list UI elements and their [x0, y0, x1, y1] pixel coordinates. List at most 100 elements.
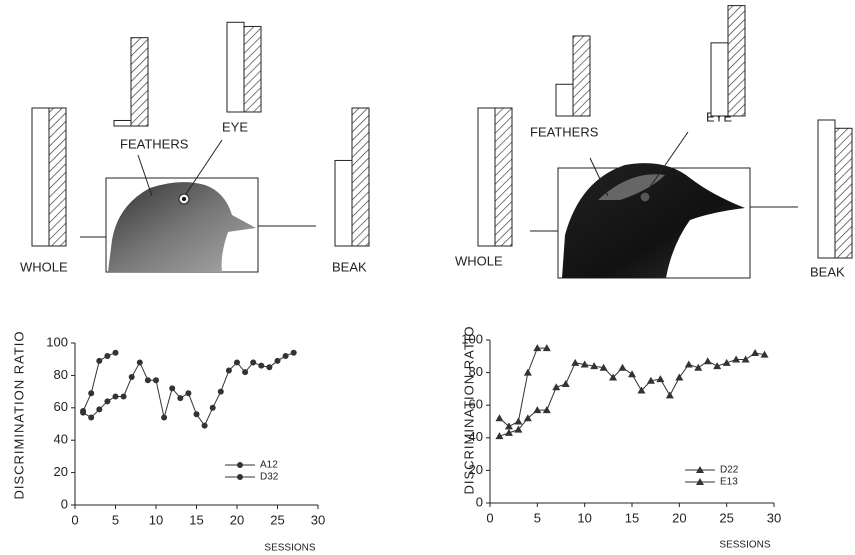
point — [599, 363, 608, 371]
point — [665, 391, 674, 399]
bar — [243, 25, 262, 113]
legend-marker — [237, 462, 243, 468]
bar — [727, 5, 746, 117]
point — [96, 406, 103, 413]
bar — [351, 107, 370, 247]
legend-marker — [237, 474, 243, 480]
point — [128, 374, 135, 381]
x-tick-label: 30 — [311, 512, 325, 527]
bar — [113, 119, 132, 127]
bar — [334, 159, 353, 247]
bar — [834, 127, 853, 259]
bar — [710, 42, 729, 117]
series-line — [499, 347, 547, 427]
bar — [572, 35, 591, 117]
point — [618, 363, 627, 371]
point — [580, 360, 589, 368]
point — [96, 357, 103, 364]
y-tick-label: 0 — [476, 494, 483, 509]
x-tick-label: 15 — [625, 510, 639, 525]
point — [523, 368, 532, 376]
bar-label: WHOLE — [455, 253, 503, 268]
point — [250, 359, 257, 366]
point — [80, 409, 87, 416]
point — [514, 417, 523, 425]
legend-label: D32 — [260, 472, 279, 483]
point — [169, 385, 176, 392]
point — [274, 357, 281, 364]
bar — [494, 107, 513, 247]
point — [703, 357, 712, 365]
point — [136, 359, 143, 366]
y-tick-label: 60 — [469, 397, 483, 412]
x-tick-label: 10 — [149, 512, 163, 527]
y-tick-label: 80 — [54, 367, 68, 382]
x-axis-label: SESSIONS — [264, 543, 315, 554]
bar — [48, 107, 67, 247]
point — [609, 373, 618, 381]
point — [104, 352, 111, 359]
point — [161, 414, 168, 421]
point — [656, 375, 665, 383]
x-tick-label: 5 — [534, 510, 541, 525]
bar — [817, 119, 836, 259]
point — [120, 393, 127, 400]
point — [282, 352, 289, 359]
point — [104, 398, 111, 405]
y-axis-label: DISCRIMINATION RATIO — [11, 330, 26, 499]
bar-label: FEATHERS — [530, 124, 599, 139]
point — [637, 386, 646, 394]
legend-label: D22 — [720, 465, 739, 476]
point — [495, 432, 504, 440]
point — [209, 404, 216, 411]
point — [751, 349, 760, 357]
point — [694, 363, 703, 371]
point — [144, 377, 151, 384]
point — [571, 358, 580, 366]
bird-photo — [530, 131, 798, 279]
x-tick-label: 15 — [189, 512, 203, 527]
x-tick-label: 20 — [230, 512, 244, 527]
x-tick-label: 0 — [71, 512, 78, 527]
legend-marker — [696, 466, 704, 473]
bar-label: EYE — [222, 119, 248, 134]
point — [217, 388, 224, 395]
point — [523, 414, 532, 422]
point — [266, 364, 273, 371]
point — [504, 428, 513, 436]
point — [533, 406, 542, 414]
point — [177, 395, 184, 402]
legend-label: A12 — [260, 460, 278, 471]
point — [112, 393, 119, 400]
bar — [477, 107, 496, 247]
point — [193, 411, 200, 418]
point — [561, 380, 570, 388]
x-tick-label: 20 — [672, 510, 686, 525]
y-tick-label: 80 — [469, 364, 483, 379]
point — [646, 376, 655, 384]
point — [88, 390, 95, 397]
y-tick-label: 40 — [54, 432, 68, 447]
x-tick-label: 10 — [577, 510, 591, 525]
point — [542, 344, 551, 352]
point — [722, 358, 731, 366]
y-tick-label: 20 — [54, 464, 68, 479]
point — [713, 362, 722, 370]
bar — [130, 37, 149, 127]
x-tick-label: 30 — [767, 510, 781, 525]
point — [628, 370, 636, 378]
bar — [31, 107, 50, 247]
legend-label: E13 — [720, 477, 738, 488]
point — [760, 350, 769, 358]
bar-label: FEATHERS — [120, 136, 189, 151]
x-tick-label: 0 — [486, 510, 493, 525]
x-tick-label: 25 — [270, 512, 284, 527]
point — [185, 390, 192, 397]
point — [153, 377, 159, 384]
bar-label: BEAK — [332, 259, 367, 274]
point — [542, 406, 551, 414]
point — [495, 414, 504, 422]
x-tick-label: 5 — [112, 512, 119, 527]
y-axis-label: DISCRIMINATION RATIO — [461, 325, 476, 494]
